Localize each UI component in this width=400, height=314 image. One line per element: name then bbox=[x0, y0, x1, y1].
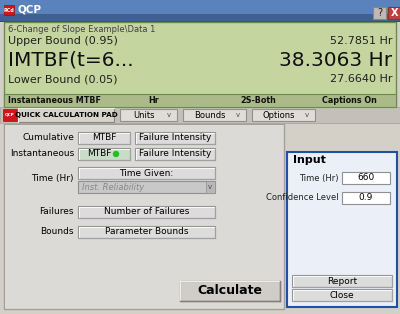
Text: Bounds: Bounds bbox=[194, 111, 225, 120]
Text: 27.6640 Hr: 27.6640 Hr bbox=[330, 74, 392, 84]
Text: 6-Change of Slope Example\Data 1: 6-Change of Slope Example\Data 1 bbox=[8, 24, 155, 34]
Text: Captions On: Captions On bbox=[322, 96, 377, 105]
Bar bbox=[0, 21, 400, 22]
Bar bbox=[292, 289, 392, 301]
Bar bbox=[183, 109, 246, 121]
Circle shape bbox=[114, 151, 118, 156]
Bar bbox=[78, 206, 215, 218]
Text: Instantaneous MTBF: Instantaneous MTBF bbox=[8, 96, 101, 105]
Text: Time Given:: Time Given: bbox=[119, 169, 174, 177]
Text: Failures: Failures bbox=[40, 208, 74, 216]
Text: Units: Units bbox=[133, 111, 154, 120]
Text: QCP: QCP bbox=[5, 113, 15, 117]
Text: X: X bbox=[391, 8, 398, 18]
Bar bbox=[78, 148, 130, 160]
Text: Number of Failures: Number of Failures bbox=[104, 208, 189, 216]
Bar bbox=[0, 0, 400, 14]
Bar bbox=[4, 5, 14, 15]
Text: Cumulative: Cumulative bbox=[22, 133, 74, 143]
Bar bbox=[135, 148, 215, 160]
Text: QCP: QCP bbox=[18, 5, 42, 15]
Bar bbox=[252, 109, 315, 121]
Text: MTBF: MTBF bbox=[87, 149, 111, 159]
Text: Failure Intensity: Failure Intensity bbox=[139, 133, 211, 143]
Bar bbox=[342, 172, 390, 184]
Text: Lower Bound (0.05): Lower Bound (0.05) bbox=[8, 74, 118, 84]
Bar bbox=[3, 109, 17, 121]
Bar bbox=[0, 107, 400, 123]
Bar bbox=[388, 7, 400, 19]
Text: Hr: Hr bbox=[148, 96, 159, 105]
Bar bbox=[4, 22, 396, 107]
Text: v: v bbox=[305, 112, 309, 118]
Text: Input: Input bbox=[293, 155, 326, 165]
Text: Parameter Bounds: Parameter Bounds bbox=[105, 228, 188, 236]
Text: RCd: RCd bbox=[4, 8, 14, 13]
Bar bbox=[120, 109, 177, 121]
Bar bbox=[342, 192, 390, 204]
Text: v: v bbox=[167, 112, 171, 118]
Text: v: v bbox=[208, 184, 212, 190]
Bar bbox=[135, 132, 215, 144]
Text: Report: Report bbox=[327, 277, 357, 285]
Text: Bounds: Bounds bbox=[40, 228, 74, 236]
Bar bbox=[78, 181, 215, 193]
Text: Close: Close bbox=[330, 290, 354, 300]
Bar bbox=[5, 125, 283, 308]
Bar bbox=[4, 124, 284, 309]
Text: 660: 660 bbox=[357, 174, 375, 182]
Text: Inst. Reliability: Inst. Reliability bbox=[82, 182, 144, 192]
Text: 52.7851 Hr: 52.7851 Hr bbox=[330, 36, 392, 46]
Bar bbox=[0, 14, 400, 21]
Bar bbox=[78, 132, 130, 144]
Text: MTBF: MTBF bbox=[92, 133, 116, 143]
Bar bbox=[78, 226, 215, 238]
Bar bbox=[180, 281, 280, 301]
Bar bbox=[292, 275, 392, 287]
Bar bbox=[206, 181, 215, 193]
Bar bbox=[373, 7, 386, 19]
Bar bbox=[78, 167, 215, 179]
Text: Confidence Level: Confidence Level bbox=[266, 193, 339, 203]
Text: Time (Hr): Time (Hr) bbox=[32, 174, 74, 182]
Text: 0.9: 0.9 bbox=[359, 193, 373, 203]
Text: IMTBF(t=6...: IMTBF(t=6... bbox=[8, 51, 134, 69]
Text: 38.3063 Hr: 38.3063 Hr bbox=[279, 51, 392, 69]
Text: Upper Bound (0.95): Upper Bound (0.95) bbox=[8, 36, 118, 46]
Text: Instantaneous: Instantaneous bbox=[10, 149, 74, 159]
Text: 2S-Both: 2S-Both bbox=[240, 96, 276, 105]
Bar bbox=[18, 108, 114, 122]
Bar bbox=[4, 94, 396, 107]
Text: Failure Intensity: Failure Intensity bbox=[139, 149, 211, 159]
Text: v: v bbox=[236, 112, 240, 118]
Text: Calculate: Calculate bbox=[198, 284, 262, 297]
Text: ?: ? bbox=[377, 8, 382, 18]
Bar bbox=[287, 152, 397, 307]
Text: Options: Options bbox=[262, 111, 295, 120]
Text: QUICK CALCULATION PAD: QUICK CALCULATION PAD bbox=[15, 112, 117, 118]
Text: Time (Hr): Time (Hr) bbox=[300, 174, 339, 182]
